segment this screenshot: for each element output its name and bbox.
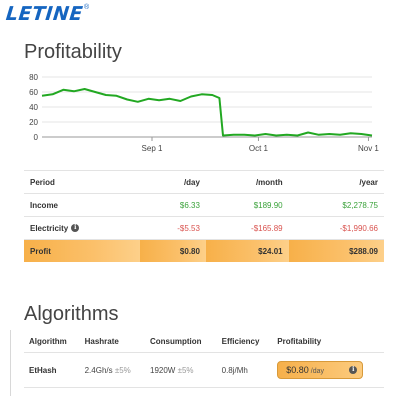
table-header-row: Period /day /month /year [24,170,384,194]
registered-mark: ® [84,4,90,11]
electricity-label: Electricity [30,223,69,233]
header-period: Period [24,170,141,194]
income-day: $6.33 [140,193,206,217]
table-header-row: Algorithm Hashrate Consumption Efficienc… [24,330,384,353]
x-tick-label: Sep 1 [142,144,163,153]
header-month: /month [205,170,289,194]
header-day: /day [140,170,206,194]
electricity-label-cell: Electricity i [24,216,141,240]
header-consumption: Consumption [145,330,217,353]
profit-day: $0.80 [140,239,206,262]
x-tick-label: Nov 1 [358,144,379,153]
income-year: $2,278.75 [288,193,384,217]
algorithms-table: Algorithm Hashrate Consumption Efficienc… [24,330,384,388]
y-tick-label: 60 [29,88,38,97]
header-year: /year [288,170,384,194]
consumption-cell: 1920W ±5% [145,352,217,388]
info-icon[interactable]: i [349,366,358,374]
logo-text: LETINE [4,3,85,25]
y-tick-label: 80 [29,73,38,82]
profitability-chart: 0 20 40 60 80 Sep 1 Oct 1 Nov 1 [29,73,379,153]
profitability-unit: /day [310,368,325,375]
consumption-value: 1920W [150,365,176,375]
profit-row: Profit $0.80 $24.01 $288.09 [24,239,384,262]
consumption-variance: ±5% [177,365,194,375]
table-row: EtHash 2.4Gh/s ±5% 1920W ±5% 0.8j/Mh $0.… [24,352,384,388]
y-tick-label: 40 [29,103,38,112]
profitability-value: $0.80 [286,365,309,375]
profit-series-line [41,88,373,137]
header-efficiency: Efficiency [216,330,273,353]
income-label: Income [24,193,141,217]
profit-month: $24.01 [205,239,289,262]
electricity-day: -$5.53 [140,216,206,240]
y-tick-label: 20 [29,118,38,127]
header-hashrate: Hashrate [79,330,145,353]
brand-logo: LETINE ® [4,3,90,30]
hashrate-variance: ±5% [114,365,131,375]
electricity-row: Electricity i -$5.53 -$165.89 -$1,990.66 [24,216,384,240]
header-profitability: Profitability [272,330,384,353]
profit-year: $288.09 [288,239,384,262]
income-month: $189.90 [205,193,289,217]
income-row: Income $6.33 $189.90 $2,278.75 [24,193,384,217]
info-icon[interactable]: i [71,224,80,233]
profitability-cell: $0.80/day i [272,352,384,388]
x-tick-label: Oct 1 [249,144,269,153]
hashrate-value: 2.4Gh/s [84,365,113,375]
algorithms-title: Algorithms [24,303,119,325]
electricity-year: -$1,990.66 [288,216,384,240]
algorithm-name: EtHash [24,352,80,388]
header-algorithm: Algorithm [24,330,80,353]
hashrate-cell: 2.4Gh/s ±5% [79,352,145,388]
profitability-amount: $0.80/day [286,365,324,375]
profit-summary-table: Period /day /month /year Income $6.33 $1… [24,170,384,262]
profit-label: Profit [24,239,141,262]
profitability-badge[interactable]: $0.80/day i [277,361,364,379]
panel-divider [0,330,11,396]
y-tick-label: 0 [34,133,39,142]
efficiency-value: 0.8j/Mh [216,352,273,388]
electricity-month: -$165.89 [205,216,289,240]
profitability-title: Profitability [24,41,122,63]
